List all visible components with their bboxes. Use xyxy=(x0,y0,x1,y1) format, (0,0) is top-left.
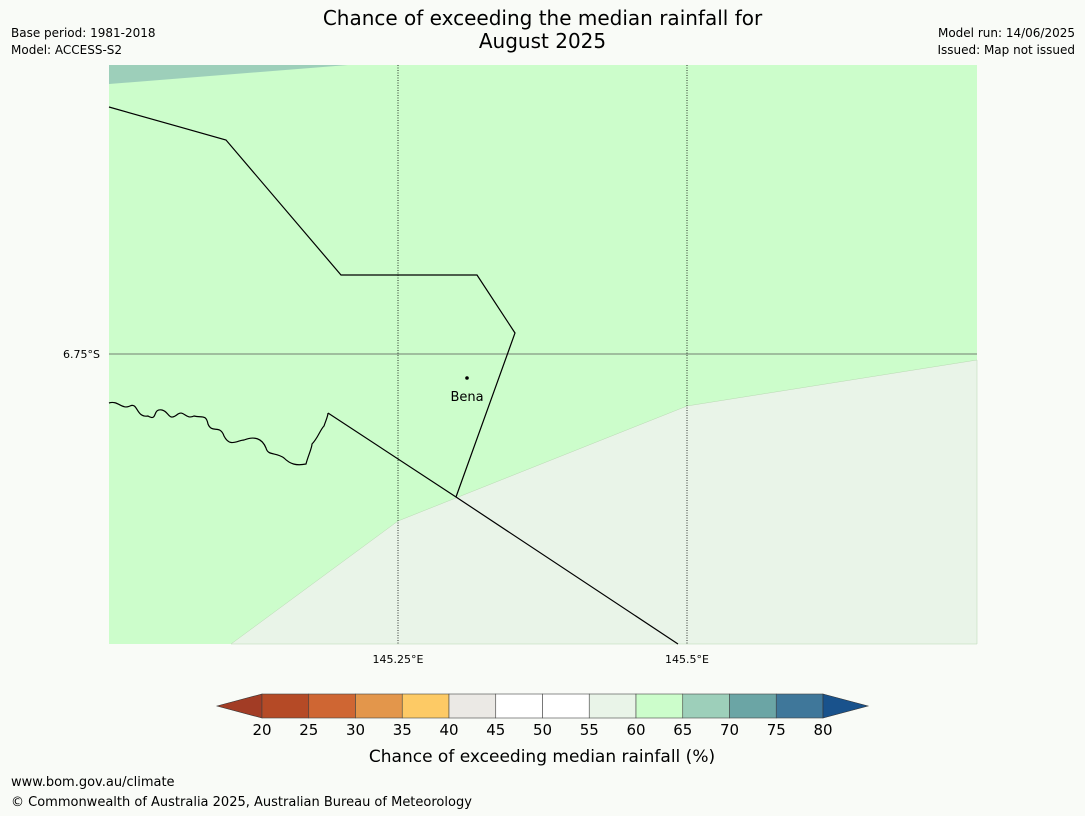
colorbar-tick-label: 55 xyxy=(580,721,599,739)
colorbar-tick-label: 70 xyxy=(720,721,739,739)
colorbar-tick-label: 80 xyxy=(813,721,832,739)
title-line-1: Chance of exceeding the median rainfall … xyxy=(322,6,763,30)
colorbar-extend-low xyxy=(215,693,263,719)
colorbar-segment xyxy=(635,693,684,719)
colorbar-tick-label: 50 xyxy=(533,721,552,739)
lat-label: 6.75°S xyxy=(63,348,100,361)
province-boundary xyxy=(108,106,516,498)
colorbar-tick-label: 45 xyxy=(486,721,505,739)
issued-status: Issued: Map not issued xyxy=(937,43,1075,57)
town-label: Bena xyxy=(450,390,483,405)
colorbar-segment xyxy=(308,693,356,719)
river-boundary xyxy=(108,401,329,466)
colorbar-segment xyxy=(261,693,310,719)
map-panel: Bena xyxy=(108,65,978,645)
province-boundary-south xyxy=(327,412,679,645)
colorbar-extend-high xyxy=(822,693,870,719)
footer-copyright: © Commonwealth of Australia 2025, Austra… xyxy=(11,795,472,810)
lon-label-145-25: 145.25°E xyxy=(373,653,424,666)
colorbar-tick-label: 65 xyxy=(673,721,692,739)
colorbar-segment xyxy=(495,693,543,719)
model-run: Model run: 14/06/2025 xyxy=(937,26,1075,40)
colorbar-label: Chance of exceeding median rainfall (%) xyxy=(369,747,715,767)
colorbar-tick-label: 25 xyxy=(299,721,318,739)
title-line-2: August 2025 xyxy=(478,29,607,53)
colorbar-segment xyxy=(682,693,730,719)
colorbar-segment xyxy=(448,693,497,719)
meta-left: Base period: 1981-2018 Model: ACCESS-S2 xyxy=(11,25,156,59)
colorbar-segment xyxy=(588,693,637,719)
model-name: Model: ACCESS-S2 xyxy=(11,43,123,57)
lon-label-145-5: 145.5°E xyxy=(665,653,709,666)
colorbar-tick-label: 20 xyxy=(252,721,271,739)
map-title: Chance of exceeding the median rainfall … xyxy=(0,7,1085,53)
region-55-60 xyxy=(230,359,978,645)
colorbar-tick-label: 75 xyxy=(767,721,786,739)
footer-url: www.bom.gov.au/climate xyxy=(11,775,175,790)
colorbar-tick-label: 60 xyxy=(626,721,645,739)
base-period: Base period: 1981-2018 xyxy=(11,26,156,40)
colorbar-segment xyxy=(775,693,824,719)
town-marker-icon xyxy=(465,376,469,380)
colorbar-segment xyxy=(401,693,450,719)
colorbar-segment xyxy=(355,693,403,719)
colorbar-segment xyxy=(542,693,590,719)
colorbar-segment xyxy=(729,693,777,719)
colorbar-tick-label: 30 xyxy=(346,721,365,739)
meta-right: Model run: 14/06/2025 Issued: Map not is… xyxy=(937,25,1075,59)
colorbar-tick-label: 40 xyxy=(439,721,458,739)
region-65-70 xyxy=(109,65,348,84)
colorbar: 20 25 30 35 40 45 50 55 60 65 70 75 80 xyxy=(215,693,870,739)
colorbar-tick-label: 35 xyxy=(393,721,412,739)
